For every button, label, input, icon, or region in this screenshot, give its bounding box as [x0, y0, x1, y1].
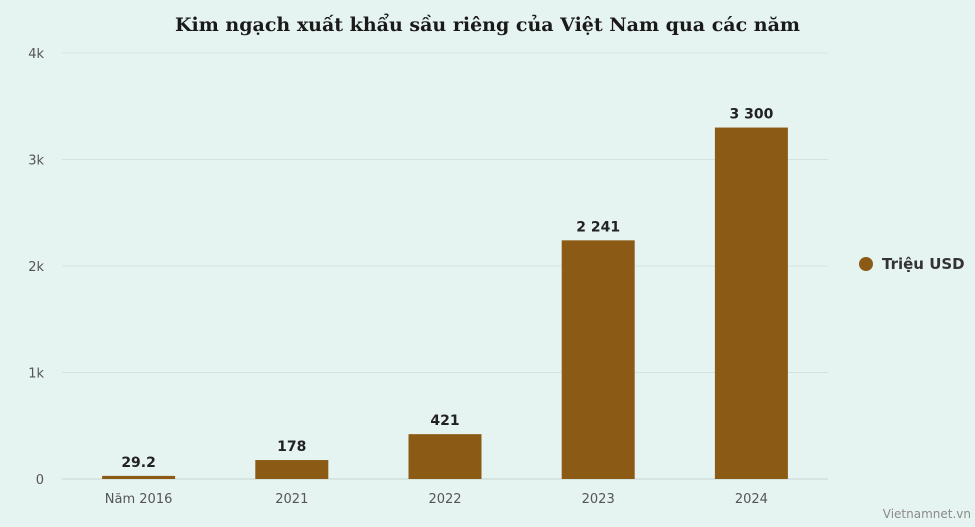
x-tick-label: 2024 — [735, 492, 768, 507]
x-tick-label: 2022 — [428, 492, 461, 507]
x-tick-label: 2021 — [275, 492, 308, 507]
y-tick-label: 0 — [36, 473, 44, 488]
chart-title: Kim ngạch xuất khẩu sầu riêng của Việt N… — [174, 14, 800, 36]
legend-label[interactable]: Triệu USD — [882, 255, 965, 273]
x-tick-label: Năm 2016 — [105, 492, 173, 507]
data-label: 2 241 — [576, 219, 620, 235]
bar[interactable] — [102, 475, 176, 479]
bar[interactable] — [714, 127, 788, 480]
x-tick-label: 2023 — [582, 492, 615, 507]
data-label: 178 — [277, 439, 306, 455]
data-label: 3 300 — [729, 107, 773, 123]
bar[interactable] — [561, 240, 635, 479]
legend-marker[interactable] — [859, 257, 873, 271]
data-label: 421 — [430, 413, 459, 429]
data-label: 29.2 — [121, 455, 156, 471]
bar[interactable] — [408, 434, 482, 479]
y-tick-label: 2k — [28, 260, 44, 275]
y-tick-label: 1k — [28, 367, 44, 382]
source-credit: Vietnamnet.vn — [882, 507, 971, 521]
y-tick-label: 3k — [28, 154, 44, 169]
y-tick-label: 4k — [28, 47, 44, 62]
bar[interactable] — [255, 460, 329, 479]
